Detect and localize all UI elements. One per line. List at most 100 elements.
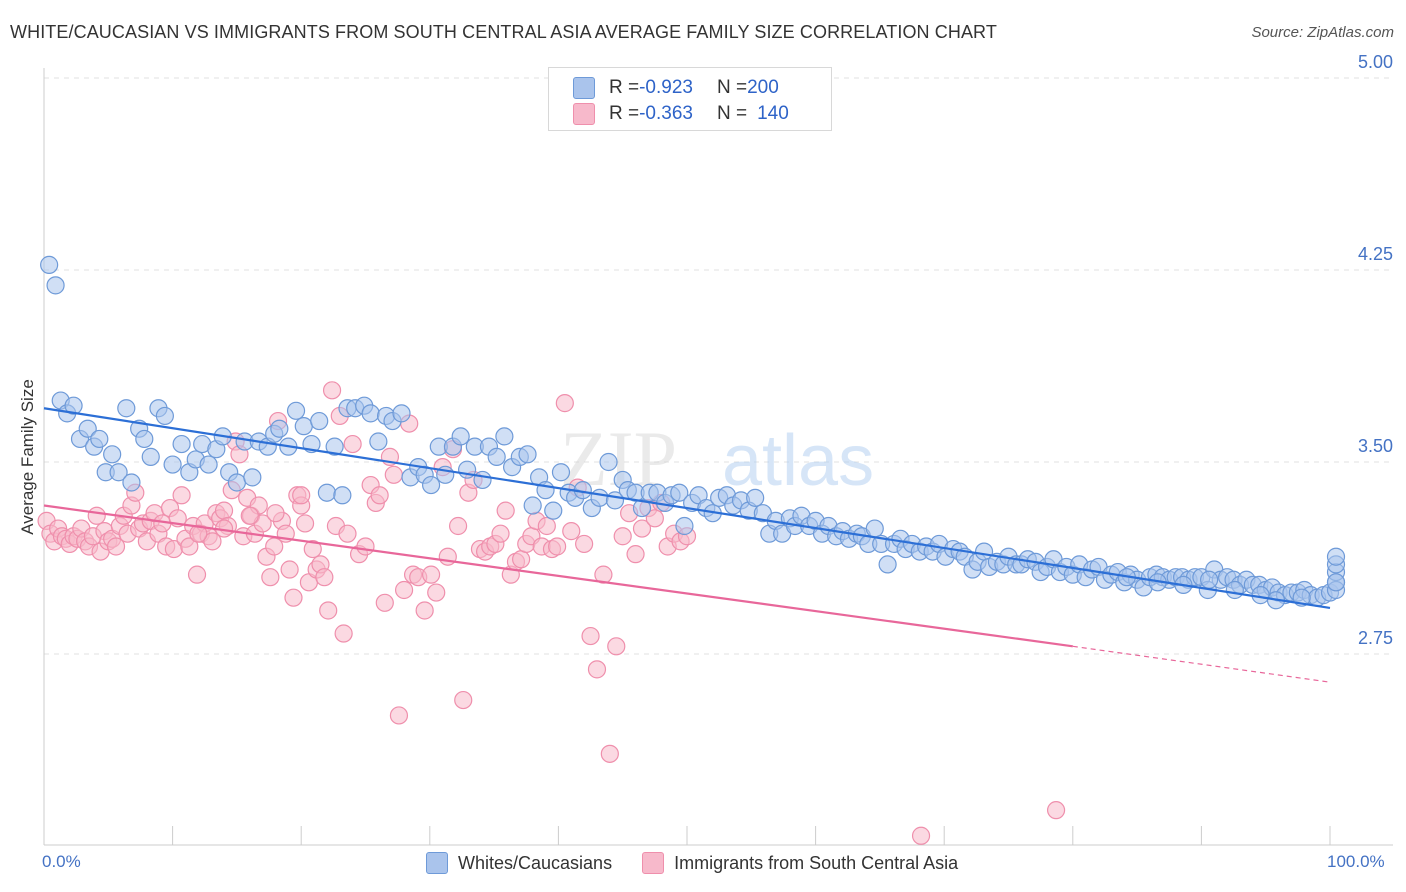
data-point[interactable]: [675, 516, 694, 536]
data-point[interactable]: [537, 516, 556, 536]
data-point[interactable]: [325, 437, 344, 456]
data-point[interactable]: [261, 568, 280, 587]
data-point[interactable]: [1200, 570, 1219, 589]
data-point[interactable]: [319, 601, 338, 620]
data-point[interactable]: [575, 534, 594, 554]
data-point[interactable]: [135, 429, 154, 449]
data-point[interactable]: [317, 483, 337, 502]
data-point[interactable]: [551, 463, 571, 482]
data-point[interactable]: [523, 496, 542, 515]
data-point[interactable]: [384, 465, 403, 484]
data-point[interactable]: [270, 419, 289, 438]
data-point[interactable]: [544, 501, 563, 520]
data-point[interactable]: [180, 537, 199, 556]
data-point[interactable]: [421, 565, 441, 584]
data-point[interactable]: [266, 504, 285, 523]
data-point[interactable]: [448, 516, 468, 536]
data-point[interactable]: [590, 488, 609, 507]
data-point[interactable]: [90, 429, 109, 449]
data-point[interactable]: [106, 537, 126, 556]
data-point[interactable]: [369, 432, 388, 451]
data-point[interactable]: [294, 417, 313, 436]
data-point[interactable]: [632, 519, 652, 538]
data-point[interactable]: [496, 501, 515, 520]
data-point[interactable]: [343, 434, 362, 454]
data-point[interactable]: [421, 475, 441, 495]
data-point[interactable]: [548, 537, 567, 556]
data-point[interactable]: [64, 396, 83, 415]
data-point[interactable]: [187, 565, 207, 584]
data-point[interactable]: [645, 509, 664, 528]
data-point[interactable]: [243, 468, 262, 487]
data-point[interactable]: [473, 470, 492, 490]
data-point[interactable]: [117, 399, 136, 418]
data-point[interactable]: [427, 583, 446, 602]
data-point[interactable]: [1225, 580, 1244, 600]
data-point[interactable]: [333, 486, 352, 505]
data-point[interactable]: [141, 447, 160, 466]
data-point[interactable]: [284, 588, 303, 607]
data-point[interactable]: [394, 580, 414, 600]
data-point[interactable]: [310, 411, 329, 431]
data-point[interactable]: [495, 427, 514, 446]
data-point[interactable]: [518, 445, 537, 464]
data-point[interactable]: [122, 473, 141, 492]
data-point[interactable]: [155, 406, 174, 426]
data-point[interactable]: [1046, 801, 1066, 820]
data-point[interactable]: [109, 463, 128, 482]
data-point[interactable]: [1326, 547, 1346, 566]
data-point[interactable]: [911, 826, 931, 845]
data-point[interactable]: [392, 404, 411, 423]
data-point[interactable]: [555, 394, 574, 413]
data-point[interactable]: [599, 452, 618, 472]
data-point[interactable]: [613, 527, 632, 546]
data-point[interactable]: [280, 560, 299, 579]
data-point[interactable]: [491, 524, 510, 543]
data-point[interactable]: [40, 255, 59, 274]
data-point[interactable]: [581, 626, 600, 646]
data-point[interactable]: [172, 486, 191, 505]
data-point[interactable]: [670, 483, 689, 502]
data-point[interactable]: [454, 690, 473, 710]
data-point[interactable]: [334, 624, 353, 643]
data-point[interactable]: [361, 404, 380, 423]
data-point[interactable]: [292, 486, 311, 505]
data-point[interactable]: [600, 744, 619, 763]
data-point[interactable]: [286, 401, 306, 420]
data-point[interactable]: [322, 381, 342, 400]
data-point[interactable]: [303, 539, 322, 559]
data-point[interactable]: [746, 488, 765, 507]
data-point[interactable]: [227, 473, 246, 492]
data-point[interactable]: [78, 419, 97, 438]
data-point[interactable]: [356, 537, 375, 556]
data-point[interactable]: [214, 501, 234, 520]
data-point[interactable]: [189, 524, 208, 543]
legend-item-whites[interactable]: Whites/Caucasians: [426, 852, 612, 874]
data-point[interactable]: [315, 568, 334, 587]
data-point[interactable]: [632, 498, 652, 518]
data-point[interactable]: [389, 706, 409, 725]
data-point[interactable]: [370, 486, 389, 505]
data-point[interactable]: [172, 434, 191, 454]
data-point[interactable]: [487, 447, 506, 466]
data-point[interactable]: [163, 455, 182, 474]
data-point[interactable]: [451, 427, 470, 446]
data-point[interactable]: [375, 593, 394, 612]
data-point[interactable]: [338, 524, 357, 543]
data-point[interactable]: [203, 532, 222, 551]
data-point[interactable]: [87, 506, 106, 525]
data-point[interactable]: [295, 514, 315, 533]
data-point[interactable]: [607, 637, 626, 656]
data-point[interactable]: [415, 601, 434, 620]
data-point[interactable]: [626, 545, 645, 564]
data-point[interactable]: [103, 445, 122, 464]
data-point[interactable]: [878, 555, 897, 574]
data-point[interactable]: [587, 660, 607, 679]
data-point[interactable]: [240, 506, 259, 525]
data-point[interactable]: [199, 455, 218, 474]
data-point[interactable]: [562, 522, 581, 541]
data-point[interactable]: [865, 519, 884, 538]
data-point[interactable]: [1326, 573, 1346, 592]
data-point[interactable]: [512, 550, 531, 569]
legend-item-immigrants[interactable]: Immigrants from South Central Asia: [642, 852, 958, 874]
